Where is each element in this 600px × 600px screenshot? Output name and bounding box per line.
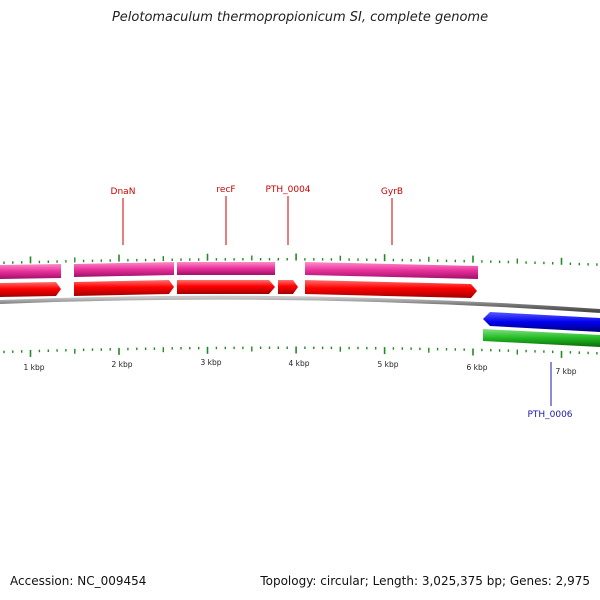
cds-arrow[interactable] — [74, 280, 174, 296]
forward-gene-track — [0, 262, 478, 279]
scale-labels: 1 kbp 2 kbp 3 kbp 4 kbp 5 kbp 6 kbp 7 kb… — [23, 358, 576, 376]
gene-labels: DnaN recF PTH_0004 GyrB PTH_0006 — [111, 185, 573, 420]
outer-tick-marks — [3, 253, 598, 266]
reverse-gene-track — [483, 329, 600, 347]
scale-label-6kbp: 6 kbp — [466, 363, 487, 372]
gene-label-pth0004[interactable]: PTH_0004 — [265, 185, 310, 195]
cds-arrow[interactable] — [177, 280, 275, 294]
accession-info: Accession: NC_009454 — [10, 574, 146, 588]
accession-label: Accession: — [10, 574, 74, 588]
topology-label: Topology: — [260, 574, 317, 588]
gene-label-gyrb[interactable]: GyrB — [381, 187, 403, 197]
gene-feature[interactable] — [483, 329, 600, 347]
accession-value: NC_009454 — [77, 574, 147, 588]
gene-label-dnan[interactable]: DnaN — [111, 187, 136, 197]
gene-feature[interactable] — [0, 264, 61, 279]
genome-stats: Topology: circular; Length: 3,025,375 bp… — [260, 574, 590, 588]
reverse-cds-track — [483, 312, 600, 332]
gene-label-recf[interactable]: recF — [216, 185, 235, 195]
gene-label-pth0006[interactable]: PTH_0006 — [527, 410, 572, 420]
genes-label: Genes: — [509, 574, 552, 588]
gene-feature[interactable] — [305, 262, 478, 279]
cds-arrow[interactable] — [305, 280, 477, 298]
scale-label-5kbp: 5 kbp — [377, 360, 398, 369]
scale-label-3kbp: 3 kbp — [200, 358, 221, 367]
length-label: Length: — [372, 574, 419, 588]
scale-label-4kbp: 4 kbp — [288, 359, 309, 368]
forward-cds-track — [0, 280, 477, 298]
genes-value: 2,975 — [555, 574, 590, 588]
scale-label-2kbp: 2 kbp — [111, 360, 132, 369]
scale-label-1kbp: 1 kbp — [23, 363, 44, 372]
cds-arrow[interactable] — [0, 282, 61, 297]
cds-arrow[interactable] — [278, 280, 298, 294]
gene-feature[interactable] — [74, 262, 174, 277]
gene-feature[interactable] — [177, 262, 275, 275]
length-value: 3,025,375 bp — [421, 574, 502, 588]
genome-backbone — [0, 295, 600, 313]
topology-value: circular — [320, 574, 365, 588]
cds-arrow[interactable] — [483, 312, 600, 332]
map-title: Pelotomaculum thermopropionicum SI, comp… — [111, 10, 489, 25]
scale-label-7kbp: 7 kbp — [555, 367, 576, 376]
inner-tick-marks — [3, 346, 598, 358]
